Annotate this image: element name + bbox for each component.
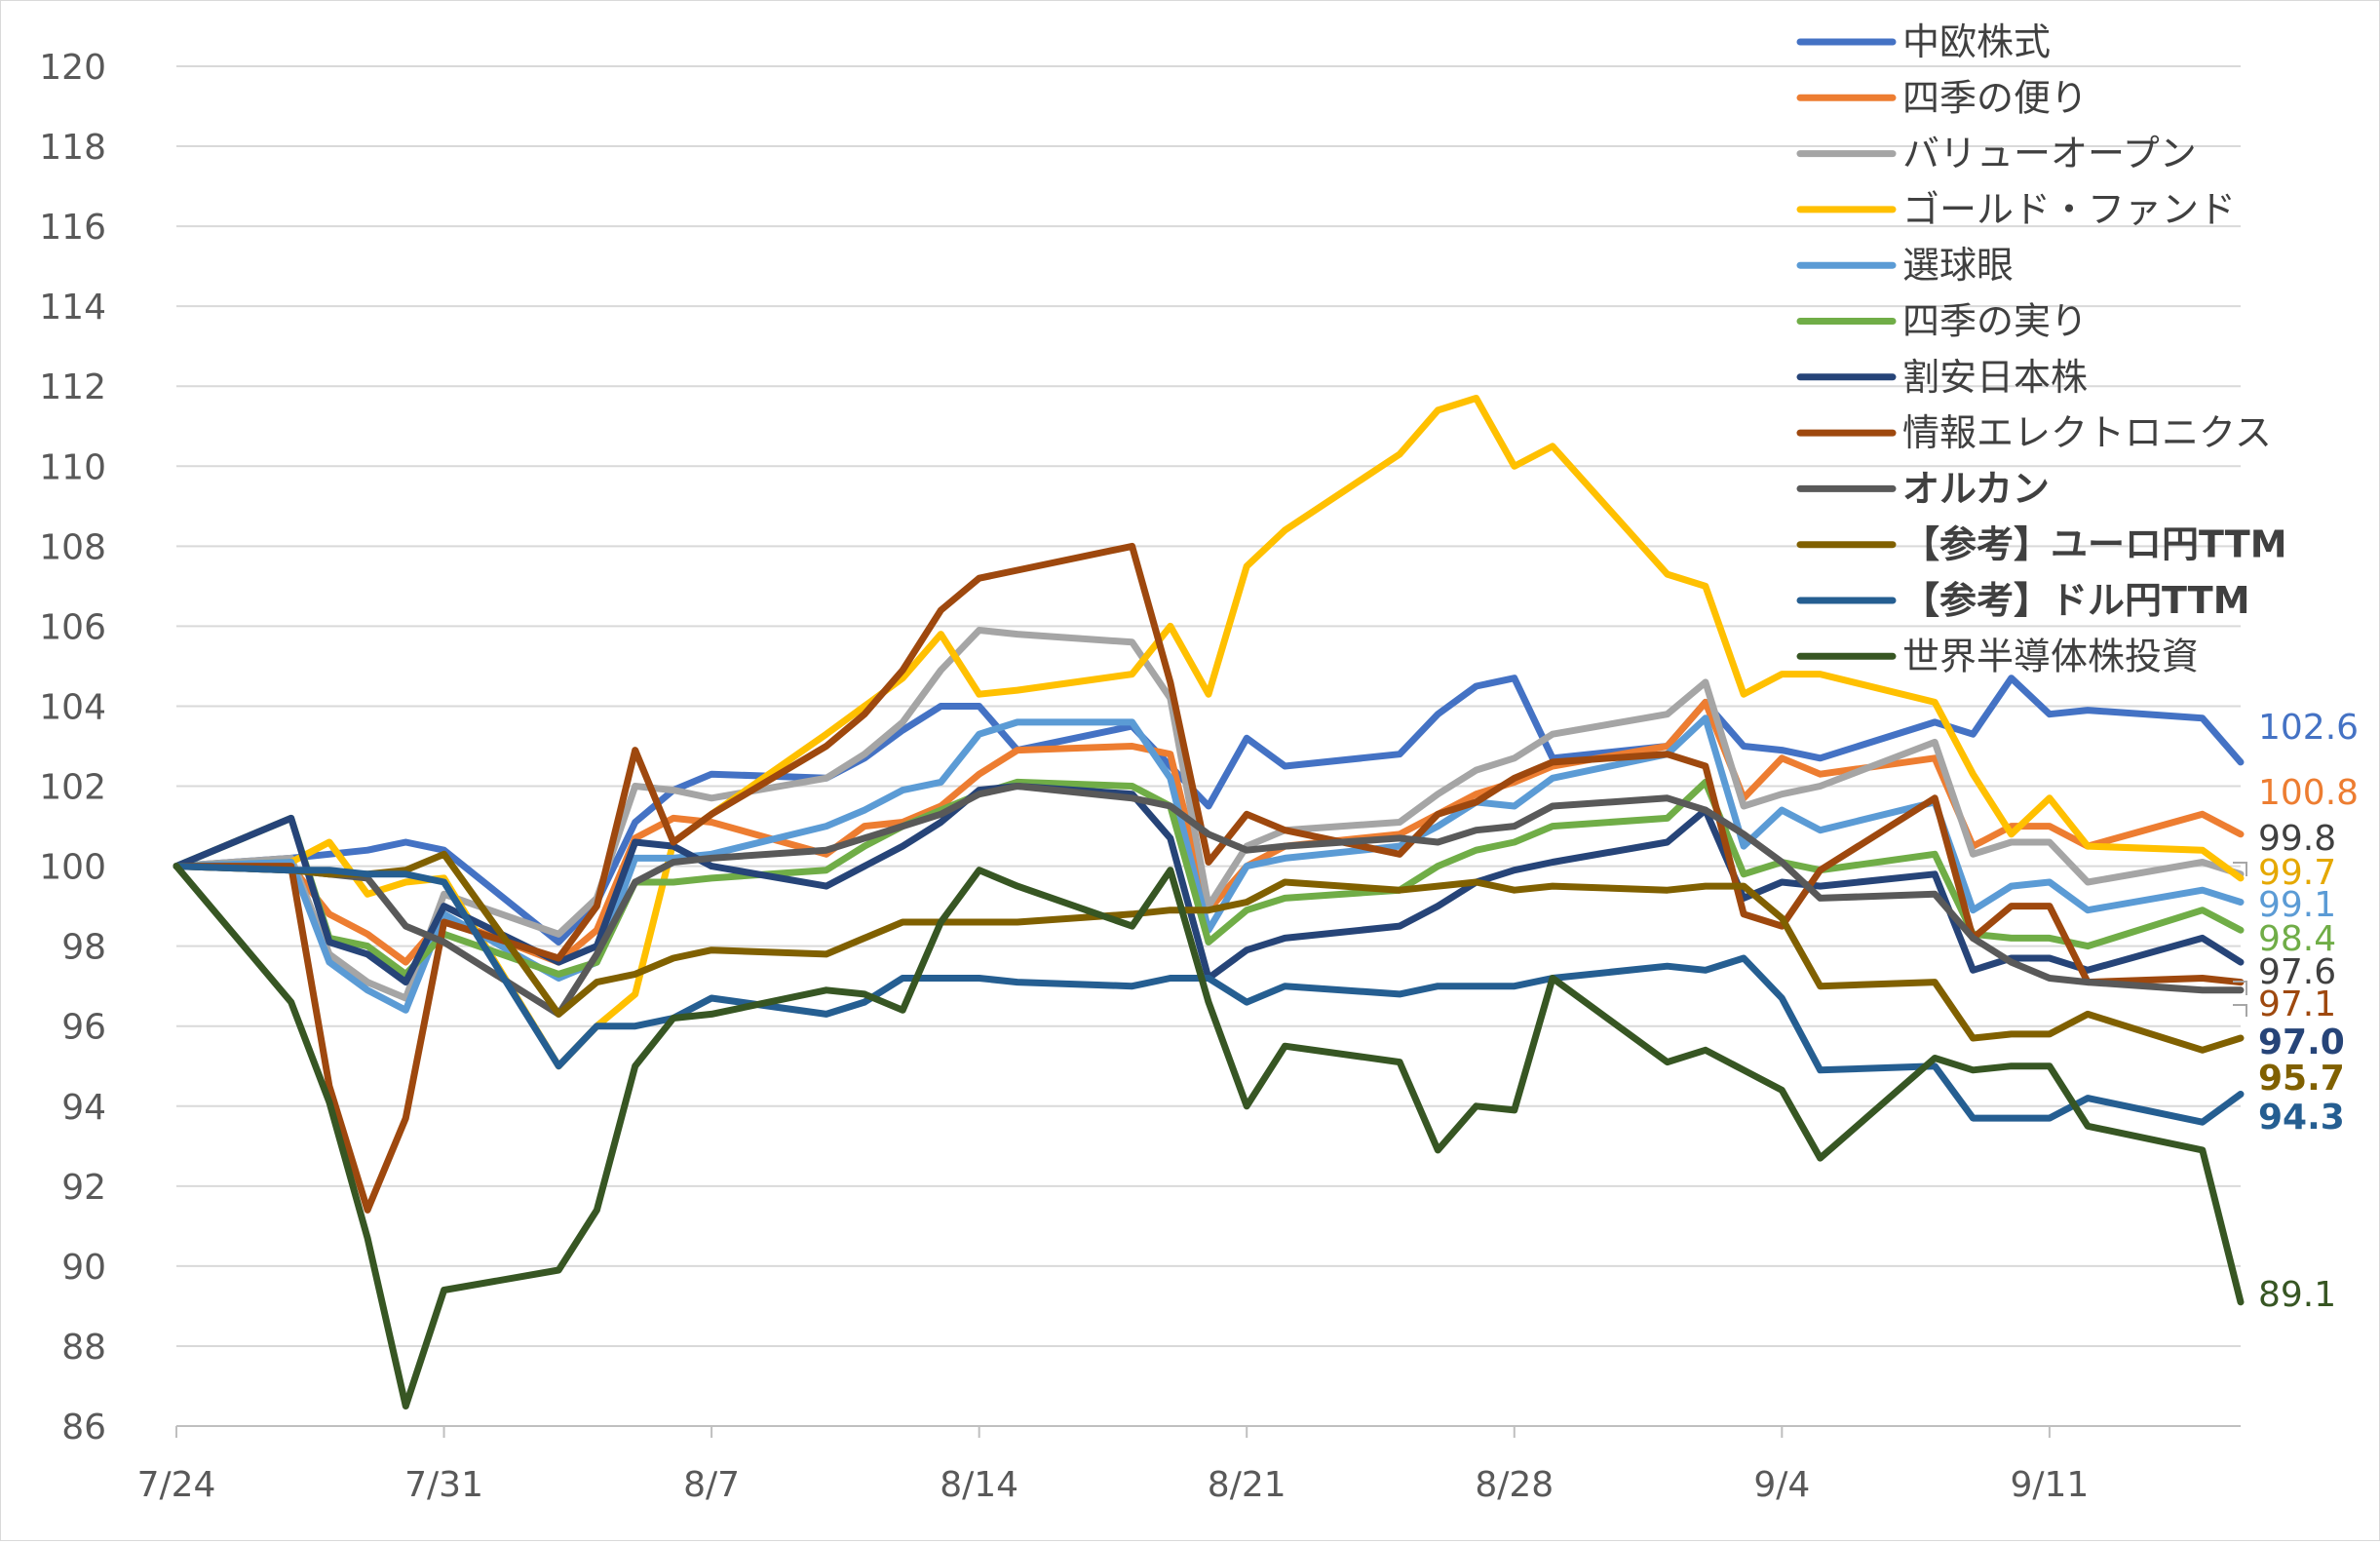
series-line-8 <box>173 783 2245 1018</box>
y-tick-label: 116 <box>39 208 106 248</box>
x-tick-label: 8/28 <box>1475 1465 1554 1505</box>
end-label-11: 89.1 <box>2258 1275 2336 1315</box>
series-line-0 <box>173 675 2245 946</box>
y-tick-label: 96 <box>61 1008 106 1048</box>
legend-item: 中欧株式 <box>1796 20 2051 63</box>
legend-label: 世界半導体株投資 <box>1902 635 2199 677</box>
end-labels: 102.6 100.8 99.899.799.198.4 97.097.197.6 95… <box>2233 708 2359 1315</box>
end-label-2: 99.8 <box>2258 819 2336 859</box>
y-tick-label: 114 <box>39 288 106 328</box>
end-label-4: 99.1 <box>2258 885 2336 925</box>
legend-label: 【参考】ドル円TTM <box>1902 579 2250 622</box>
legend-item: オルカン <box>1796 467 2050 510</box>
legend-label: オルカン <box>1902 467 2050 510</box>
legend-label: 四季の便り <box>1902 76 2088 119</box>
end-label-1: 100.8 <box>2258 773 2359 813</box>
series-line-10 <box>173 863 2245 1126</box>
legend-label: 【参考】ユーロ円TTM <box>1902 523 2287 566</box>
series-line-11 <box>173 863 2245 1409</box>
x-tick-label: 9/11 <box>2010 1465 2089 1505</box>
series-line-2 <box>173 627 2245 1002</box>
end-label-5: 98.4 <box>2258 919 2336 959</box>
end-label-9: 95.7 <box>2258 1059 2345 1099</box>
legend-label: 情報エレクトロニクス <box>1902 411 2272 454</box>
legend: 中欧株式四季の便りバリューオープンゴールド・ファンド選球眼四季の実り割安日本株情… <box>1796 20 2287 677</box>
x-axis: 7/24 7/31 8/7 8/14 8/21 8/28 9/4 9/11 <box>137 1425 2241 1505</box>
legend-item: ゴールド・ファンド <box>1796 188 2236 231</box>
legend-item: 情報エレクトロニクス <box>1796 411 2272 454</box>
y-tick-label: 120 <box>39 48 106 88</box>
legend-item: バリューオープン <box>1796 133 2197 175</box>
series-line-7 <box>173 542 2245 1214</box>
series-line-5 <box>173 778 2245 978</box>
end-label-0: 102.6 <box>2258 708 2359 748</box>
y-tick-label: 100 <box>39 848 106 888</box>
x-tick-label: 7/31 <box>404 1465 483 1505</box>
legend-label: 四季の実り <box>1902 300 2088 343</box>
x-tick-label: 9/4 <box>1753 1465 1810 1505</box>
legend-item: 【参考】ドル円TTM <box>1796 579 2250 622</box>
y-tick-label: 112 <box>39 367 106 407</box>
y-tick-label: 94 <box>61 1088 106 1128</box>
label-connector <box>2233 1004 2247 1017</box>
y-tick-label: 88 <box>61 1328 106 1368</box>
y-tick-label: 102 <box>39 768 106 808</box>
x-tick-label: 8/14 <box>940 1465 1018 1505</box>
series-lines <box>173 395 2245 1409</box>
y-tick-label: 86 <box>61 1408 106 1448</box>
x-tick-label: 7/24 <box>137 1465 216 1505</box>
legend-label: バリューオープン <box>1902 133 2197 175</box>
end-label-3: 99.7 <box>2258 853 2336 893</box>
legend-item: 割安日本株 <box>1796 356 2088 399</box>
x-tick-label: 8/7 <box>683 1465 740 1505</box>
legend-item: 選球眼 <box>1796 244 2014 287</box>
legend-label: 選球眼 <box>1902 244 2014 287</box>
legend-item: 四季の実り <box>1796 300 2088 343</box>
y-tick-label: 104 <box>39 687 106 727</box>
y-tick-label: 110 <box>39 447 106 487</box>
y-tick-label: 92 <box>61 1168 106 1208</box>
y-tick-label: 106 <box>39 607 106 647</box>
y-axis-ticks: 120 118 116 114 112 110 108 106 104 102 100 98 96 94 9… <box>39 48 106 1448</box>
y-tick-label: 108 <box>39 527 106 567</box>
y-tick-label: 118 <box>39 128 106 168</box>
legend-item: 四季の便り <box>1796 76 2088 119</box>
label-connector <box>2233 862 2247 876</box>
legend-item: 【参考】ユーロ円TTM <box>1796 523 2287 566</box>
end-label-8: 97.6 <box>2258 952 2336 992</box>
legend-label: ゴールド・ファンド <box>1902 188 2236 231</box>
y-tick-label: 90 <box>61 1248 106 1288</box>
y-tick-label: 98 <box>61 928 106 968</box>
legend-label: 割安日本株 <box>1902 356 2088 399</box>
label-connector <box>2233 981 2247 995</box>
end-label-6: 97.0 <box>2258 1023 2345 1062</box>
legend-label: 中欧株式 <box>1902 20 2051 63</box>
end-label-7: 97.1 <box>2258 984 2336 1024</box>
end-label-10: 94.3 <box>2258 1098 2345 1138</box>
series-line-9 <box>173 850 2245 1054</box>
legend-item: 世界半導体株投資 <box>1796 635 2199 677</box>
x-tick-label: 8/21 <box>1208 1465 1286 1505</box>
